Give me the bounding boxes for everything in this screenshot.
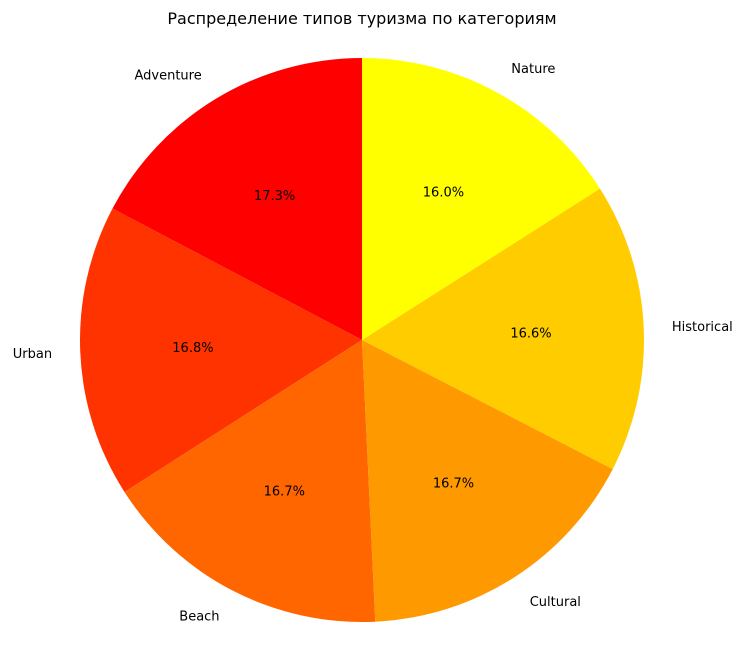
slice-percent-adventure: 17.3%	[254, 189, 295, 204]
pie-slice-urban	[79, 208, 362, 493]
slice-percent-historical: 16.6%	[510, 326, 551, 341]
slice-label-beach: Beach	[179, 610, 219, 625]
slice-percent-beach: 16.7%	[264, 484, 305, 499]
slice-label-urban: Urban	[13, 347, 52, 362]
pie-slice-cultural	[362, 340, 613, 622]
pie-slice-nature	[362, 58, 600, 340]
slice-label-adventure: Adventure	[134, 68, 201, 83]
slice-label-cultural: Cultural	[530, 595, 581, 610]
slice-percent-urban: 16.8%	[172, 341, 213, 356]
slice-label-historical: Historical	[672, 320, 733, 335]
pie-slice-beach	[124, 340, 376, 622]
slice-label-nature: Nature	[511, 62, 555, 77]
pie-slice-historical	[362, 188, 644, 470]
chart-title: Распределение типов туризма по категория…	[167, 9, 556, 28]
slice-percent-cultural: 16.7%	[433, 476, 474, 491]
pie-slice-adventure	[112, 58, 362, 340]
slice-percent-nature: 16.0%	[423, 186, 464, 201]
